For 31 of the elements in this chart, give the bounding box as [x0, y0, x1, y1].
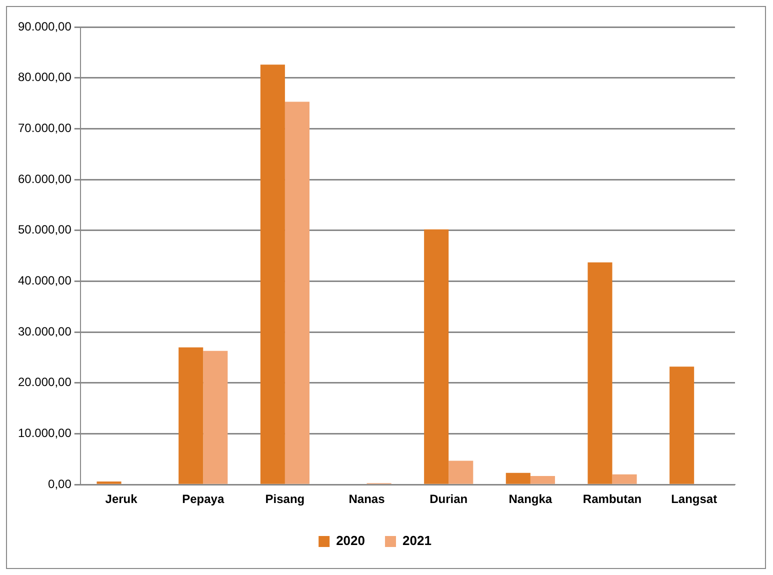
y-tick-label: 80.000,00	[18, 70, 72, 84]
bar	[203, 350, 228, 484]
y-tick-label: 50.000,00	[18, 222, 72, 237]
y-tick-label: 40.000,00	[18, 274, 72, 288]
x-tick-label: Pisang	[265, 492, 305, 506]
legend-label: 2020	[336, 533, 365, 548]
y-tick-label: 60.000,00	[18, 172, 72, 186]
x-tick-label: Durian	[430, 492, 468, 506]
x-tick-label: Nanas	[348, 492, 386, 506]
y-tick-label: 10.000,00	[18, 426, 72, 440]
y-tick-label: 20.000,00	[18, 375, 72, 390]
bar	[506, 472, 530, 484]
y-tick-label: 90.000,00	[18, 19, 72, 34]
x-tick-label: Pepaya	[182, 492, 224, 506]
legend-label: 2021	[402, 533, 432, 548]
bar	[178, 347, 204, 484]
bar	[670, 366, 694, 484]
bar	[424, 229, 449, 484]
bar	[260, 64, 285, 484]
bar	[588, 262, 612, 484]
bar	[530, 476, 555, 484]
bar	[448, 460, 474, 484]
x-tick-label: Jeruk	[105, 492, 138, 506]
bar	[612, 474, 637, 484]
y-tick-label: 30.000,00	[18, 324, 72, 338]
x-tick-label: Langsat	[671, 492, 718, 506]
bar	[284, 102, 310, 484]
y-tick-label: 70.000,00	[18, 121, 72, 135]
x-tick-label: Rambutan	[582, 492, 642, 506]
y-tick-label: 0,00	[48, 476, 72, 491]
x-tick-label: Nangka	[508, 492, 552, 506]
